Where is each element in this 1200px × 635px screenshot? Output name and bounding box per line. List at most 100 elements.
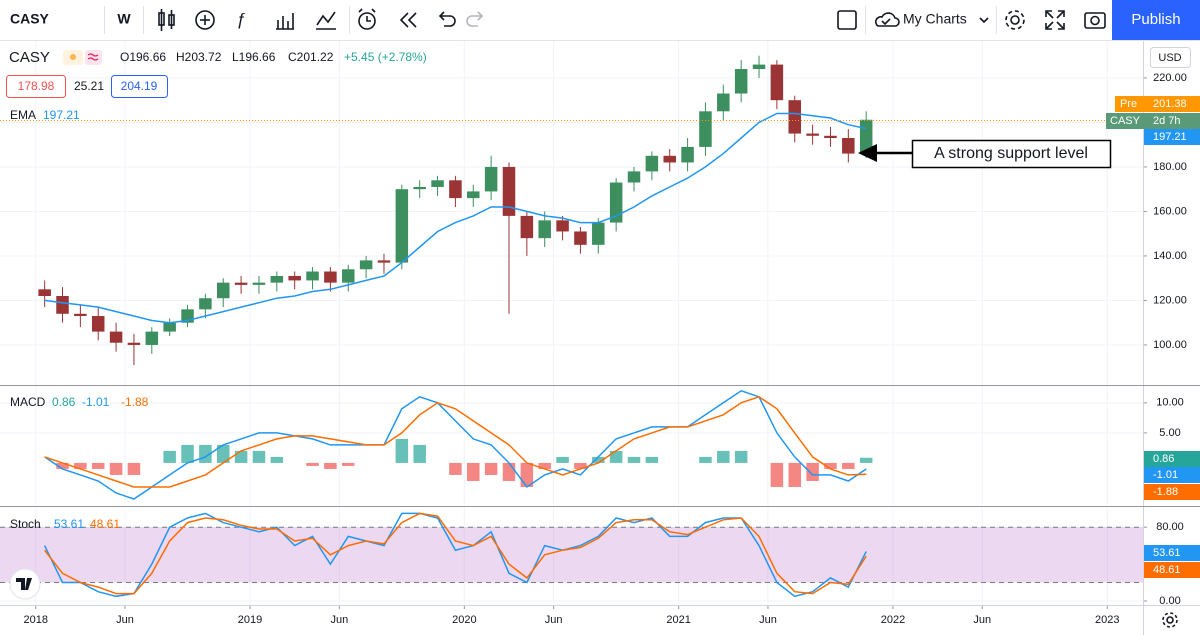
stoch-d-badge (1144, 562, 1200, 578)
x-tick-label: Jun (116, 614, 134, 626)
alert-button[interactable] (358, 8, 376, 30)
candle-body (538, 220, 551, 239)
macd-histogram-bar (717, 450, 730, 463)
legend-symbol: CASY (9, 49, 50, 66)
redo-button[interactable] (466, 11, 484, 27)
y-tick-label: 0.00 (1159, 595, 1180, 607)
x-tick-label: 2019 (238, 614, 262, 626)
macd-histogram-bar (216, 444, 230, 463)
publish-button[interactable] (1112, 0, 1200, 40)
candle-body (609, 182, 623, 223)
candle-body (752, 64, 766, 70)
ask-value: 204.19 (121, 79, 158, 93)
indicators-icon[interactable]: ƒ (236, 9, 245, 28)
currency-box[interactable] (1150, 47, 1191, 68)
macd-line (44, 389, 867, 500)
price-legend: CASY O196.66 H203.72 L196.66 C201.22 +5.… (6, 49, 427, 122)
tv-logo (9, 568, 41, 600)
macd-histogram-bar (859, 457, 873, 463)
x-tick-label: Jun (545, 614, 563, 626)
candle-body (91, 316, 105, 332)
candle-body (163, 322, 176, 332)
macd-histogram-bar (306, 462, 319, 466)
y-tick-label: 80.00 (1156, 521, 1184, 533)
macd-histogram-bar (645, 456, 659, 463)
stoch-d-badge-value: 48.61 (1153, 564, 1181, 576)
ema-badge (1144, 129, 1200, 145)
candle-body (663, 155, 676, 163)
panes: 100.00120.00140.00160.00180.00200.00220.… (0, 41, 1187, 626)
y-tick-label: 5.00 (1159, 427, 1180, 439)
templates-button[interactable] (276, 13, 294, 30)
candle-body (413, 186, 426, 190)
candle-body (342, 269, 355, 283)
candle-body (734, 69, 748, 94)
macd-line-badge-value: -1.01 (1153, 469, 1178, 481)
cloud-icon[interactable] (875, 12, 900, 27)
macd-line-value: -1.01 (82, 395, 110, 409)
candle-body (824, 135, 837, 139)
y-tick-label: 180.00 (1153, 161, 1187, 173)
candle-body (359, 260, 373, 270)
ema-legend-name: EMA (10, 108, 36, 122)
chevron[interactable] (979, 17, 989, 24)
macd-line-badge (1144, 467, 1200, 483)
macd-histogram-bar (592, 456, 605, 463)
legend-change: +5.45 (+2.78%) (344, 50, 427, 64)
interval-button[interactable]: W (117, 11, 131, 27)
macd-histogram-bar (806, 462, 819, 481)
spread-value: 25.21 (74, 79, 104, 93)
macd-histogram-bar (127, 462, 141, 475)
compare-button[interactable] (195, 10, 215, 30)
session-icons (63, 50, 102, 65)
fullscreen-button[interactable] (1045, 10, 1065, 30)
annotation-box (911, 139, 1112, 169)
x-tick-label: 2021 (666, 614, 690, 626)
last-symbol: CASY (1110, 115, 1141, 127)
candle-body (449, 180, 462, 199)
candle-body (699, 111, 712, 147)
stoch-band (0, 527, 1143, 583)
x-tick-label: 2020 (452, 614, 476, 626)
publish-label[interactable]: Publish (1131, 11, 1180, 28)
candle-body (431, 180, 444, 187)
stoch-line (44, 512, 867, 595)
macd-histogram-bar (520, 462, 534, 487)
macd-legend: MACD 0.86 -1.01 -1.88 (10, 395, 149, 409)
symbol-button[interactable]: CASY (10, 11, 50, 27)
chart-type-button[interactable] (158, 9, 175, 31)
bid-box[interactable] (6, 75, 66, 98)
stoch-title: Stoch (10, 517, 41, 531)
annotation-arrowhead (858, 144, 877, 162)
pre-label: Pre (1120, 98, 1137, 110)
candle-body (216, 282, 230, 299)
candle-body (74, 313, 87, 317)
ema-badge-value: 197.21 (1153, 131, 1187, 143)
candle-body (252, 282, 266, 285)
ask-box[interactable] (111, 75, 168, 98)
candle-body (199, 298, 212, 310)
macd-histogram-bar (609, 450, 623, 463)
macd-histogram-bar (324, 462, 337, 469)
layout-button[interactable] (837, 10, 857, 30)
replay-button[interactable] (399, 12, 417, 28)
snapshot-button[interactable] (1084, 12, 1106, 29)
axis-settings-button[interactable] (1162, 612, 1178, 628)
candle-body (56, 295, 69, 314)
macd-line (44, 395, 867, 488)
candle-body (556, 220, 569, 232)
layout-name[interactable]: My Charts (903, 11, 967, 27)
macd-title: MACD (10, 395, 46, 409)
stoch-d-value: 48.61 (90, 517, 120, 531)
annotation: A strong support level (858, 139, 1112, 169)
indicator-templates-button[interactable] (316, 11, 336, 30)
undo-button[interactable] (438, 11, 456, 27)
macd-histogram-bar (734, 450, 748, 463)
candle-body (395, 189, 409, 263)
pre-price: 201.38 (1153, 98, 1187, 110)
candle-body (145, 331, 159, 345)
candle-body (109, 331, 123, 343)
candle-body (645, 155, 659, 172)
settings-button[interactable] (1005, 10, 1025, 30)
